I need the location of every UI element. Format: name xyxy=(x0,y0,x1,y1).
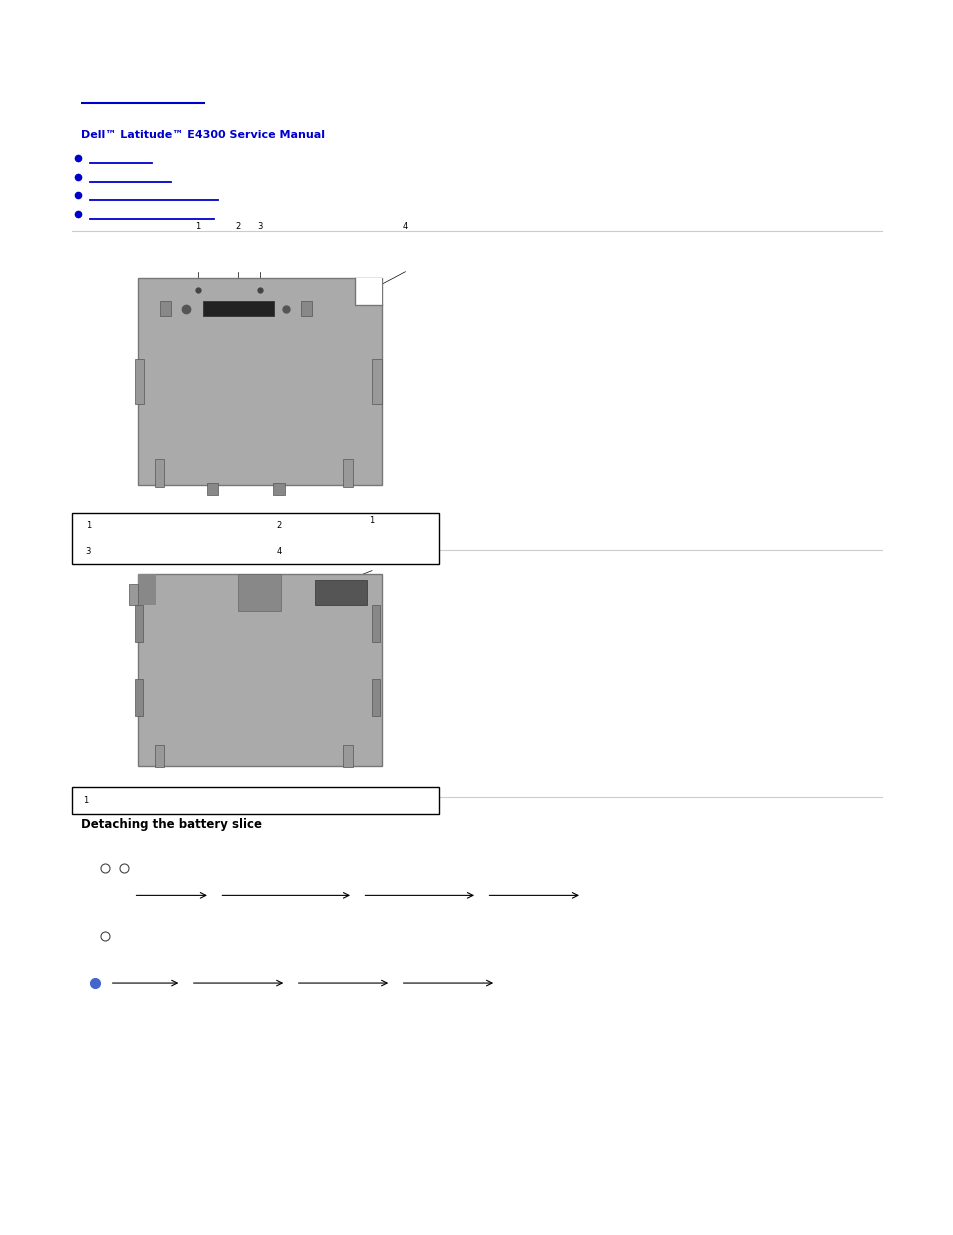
Text: 3: 3 xyxy=(257,222,262,231)
Bar xyxy=(71,513,438,564)
Bar xyxy=(138,278,381,485)
Text: 3: 3 xyxy=(86,547,91,556)
Text: 2: 2 xyxy=(235,222,241,231)
Bar xyxy=(135,679,143,716)
Bar xyxy=(301,301,313,316)
Bar xyxy=(135,605,143,642)
Text: 4: 4 xyxy=(402,222,408,231)
Text: 1: 1 xyxy=(86,521,91,530)
Bar xyxy=(138,574,155,605)
Bar xyxy=(372,605,379,642)
Bar xyxy=(372,359,381,404)
Bar xyxy=(202,301,274,316)
Bar xyxy=(206,483,217,495)
Text: 1: 1 xyxy=(83,795,89,805)
Bar xyxy=(238,574,281,611)
Text: Detaching the battery slice: Detaching the battery slice xyxy=(81,818,262,831)
Bar xyxy=(71,787,438,814)
Bar xyxy=(314,580,367,605)
Text: Dell™ Latitude™ E4300 Service Manual: Dell™ Latitude™ E4300 Service Manual xyxy=(81,130,325,140)
Bar xyxy=(154,745,164,767)
Bar xyxy=(134,359,144,404)
Bar xyxy=(355,278,381,305)
Text: 1: 1 xyxy=(195,222,200,231)
Bar xyxy=(160,301,172,316)
Bar xyxy=(274,483,285,495)
Bar xyxy=(343,459,353,487)
Bar xyxy=(138,574,381,766)
Text: 4: 4 xyxy=(276,547,281,556)
Bar xyxy=(154,459,164,487)
Text: 1: 1 xyxy=(369,516,375,525)
Bar xyxy=(372,679,379,716)
Text: 2: 2 xyxy=(276,521,281,530)
Bar xyxy=(129,584,138,605)
Bar xyxy=(343,745,353,767)
